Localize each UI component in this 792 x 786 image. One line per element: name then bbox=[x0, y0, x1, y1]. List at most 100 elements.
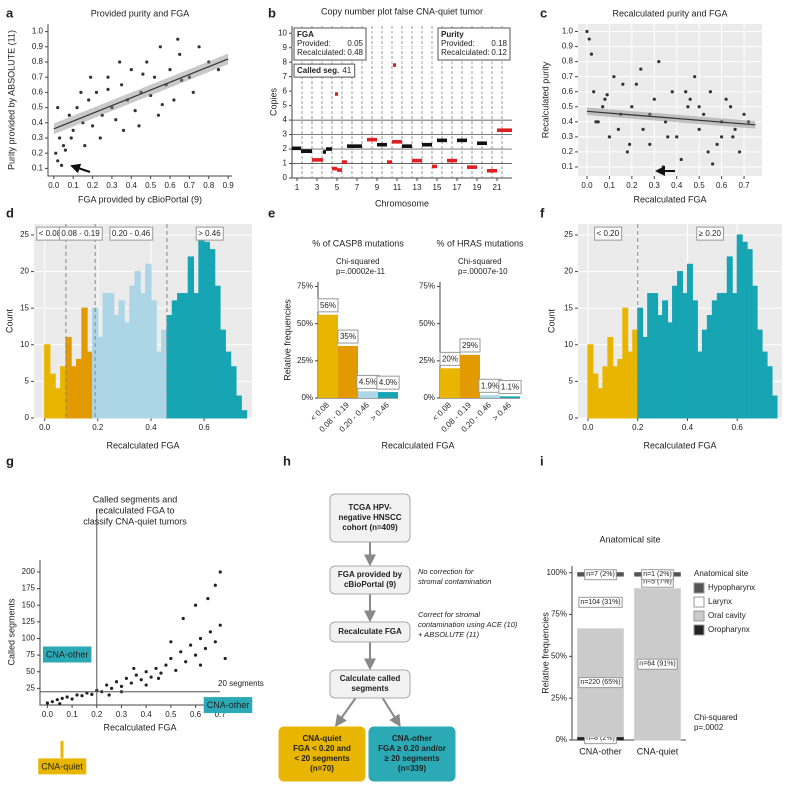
point bbox=[706, 150, 710, 154]
point bbox=[133, 109, 137, 113]
point bbox=[59, 163, 64, 167]
node-text: (n=339) bbox=[398, 764, 427, 773]
x-tick-label: 0.9 bbox=[223, 181, 235, 190]
stat-label: p=.00007e-10 bbox=[458, 267, 508, 276]
point bbox=[216, 68, 221, 72]
label-box bbox=[637, 658, 678, 670]
histogram-bar bbox=[681, 293, 688, 419]
chart-title: recalculated FGA to bbox=[95, 505, 174, 515]
y-tick-label: 20 bbox=[20, 267, 29, 276]
point bbox=[728, 105, 733, 109]
y-tick-label: 25 bbox=[20, 230, 29, 239]
value-label: n=1 (2%) bbox=[643, 571, 672, 578]
point bbox=[156, 676, 161, 680]
x-tick-label: 15 bbox=[433, 183, 442, 192]
info-label: Called seg. bbox=[297, 66, 339, 75]
value-label: 1.1% bbox=[501, 382, 519, 391]
label-box bbox=[337, 329, 359, 344]
y-tick-label: 7 bbox=[283, 72, 288, 81]
stat-label: p=.0002 bbox=[694, 723, 724, 732]
point bbox=[145, 60, 149, 64]
y-tick-label: 10 bbox=[20, 340, 29, 349]
y-tick-label: 0.5 bbox=[562, 102, 574, 111]
y-tick-label: 0.6 bbox=[32, 88, 44, 97]
point bbox=[737, 150, 742, 154]
y-tick-label: 1 bbox=[283, 159, 288, 168]
group-label: < 0.08 bbox=[39, 229, 62, 238]
y-tick-label: 6 bbox=[283, 86, 288, 95]
point bbox=[55, 698, 59, 702]
y-tick-label: 0.3 bbox=[32, 133, 44, 142]
y-tick-label: 0.2 bbox=[562, 147, 574, 156]
point bbox=[90, 692, 94, 696]
point bbox=[181, 616, 185, 621]
point bbox=[641, 127, 645, 131]
chart-title: Recalculated purity and FGA bbox=[612, 8, 727, 18]
point bbox=[601, 105, 605, 109]
point bbox=[670, 90, 674, 94]
point bbox=[81, 121, 85, 125]
point bbox=[187, 75, 191, 79]
x-tick-label: 0.7 bbox=[738, 181, 750, 190]
x-axis-label: Chromosome bbox=[375, 198, 429, 208]
y-tick-label: 5 bbox=[569, 377, 574, 386]
histogram-bar bbox=[706, 315, 713, 419]
segment bbox=[457, 138, 467, 143]
histogram-bar bbox=[686, 263, 693, 419]
histogram-bar bbox=[592, 373, 599, 419]
point bbox=[50, 700, 54, 704]
value-label: 1.9% bbox=[481, 381, 499, 390]
y-tick-label: 0.8 bbox=[32, 57, 44, 66]
flow-node bbox=[329, 621, 411, 643]
group-label: ≥ 0.20 bbox=[699, 229, 722, 238]
panel-letter: i bbox=[540, 453, 544, 468]
group-label: 0.20 - 0.46 bbox=[112, 229, 151, 238]
label-box bbox=[58, 226, 103, 241]
histogram-bar bbox=[224, 351, 232, 419]
x-tick-label: 0.5 bbox=[165, 710, 177, 719]
point bbox=[630, 105, 634, 109]
y-tick-label: 1.0 bbox=[32, 27, 44, 36]
histogram-bar bbox=[642, 336, 649, 419]
segment bbox=[422, 142, 432, 147]
node-text: FGA provided by bbox=[338, 570, 403, 579]
label-box bbox=[594, 226, 623, 241]
value-label: 20% bbox=[442, 354, 458, 363]
flow-node bbox=[329, 565, 411, 595]
histogram-bar bbox=[667, 322, 674, 419]
histogram-bar bbox=[696, 351, 703, 419]
y-tick-label: 125 bbox=[22, 617, 36, 626]
point bbox=[634, 82, 638, 86]
x-tick-label: 0.4 bbox=[682, 423, 694, 432]
flow-node bbox=[329, 669, 411, 699]
x-axis-label: Recalculated FGA bbox=[106, 440, 179, 450]
point bbox=[621, 82, 625, 86]
point bbox=[120, 83, 124, 87]
histogram-bar bbox=[627, 351, 634, 419]
point bbox=[594, 120, 598, 124]
point bbox=[114, 118, 118, 122]
bar bbox=[500, 396, 520, 398]
x-tick-label: 0.6 bbox=[732, 423, 744, 432]
chart-title: % of CASP8 mutations bbox=[312, 238, 404, 248]
fit-line bbox=[53, 58, 229, 130]
x-tick-label: 0.1 bbox=[604, 181, 616, 190]
y-tick-label: 0% bbox=[301, 393, 313, 402]
point bbox=[733, 127, 737, 131]
point bbox=[218, 623, 222, 627]
node-text: negative HNSCC bbox=[338, 513, 401, 522]
x-tick-label: 0.6 bbox=[716, 181, 728, 190]
histogram-bar bbox=[235, 395, 242, 419]
group-label: > 0.46 bbox=[198, 229, 221, 238]
point bbox=[198, 663, 203, 667]
info-label: Provided: bbox=[441, 39, 475, 48]
node-text: cBioPortal (9) bbox=[344, 580, 396, 589]
histogram-bar bbox=[691, 300, 698, 419]
point bbox=[616, 127, 620, 131]
stat-label: p=.00002e-11 bbox=[336, 267, 386, 276]
value-label: 56% bbox=[320, 301, 336, 310]
note-text: + ABSOLUTE (11) bbox=[418, 630, 480, 639]
info-value: 0.05 bbox=[347, 39, 363, 48]
histogram-bar bbox=[622, 307, 629, 419]
node-text: ≥ 20 segments bbox=[384, 754, 440, 763]
